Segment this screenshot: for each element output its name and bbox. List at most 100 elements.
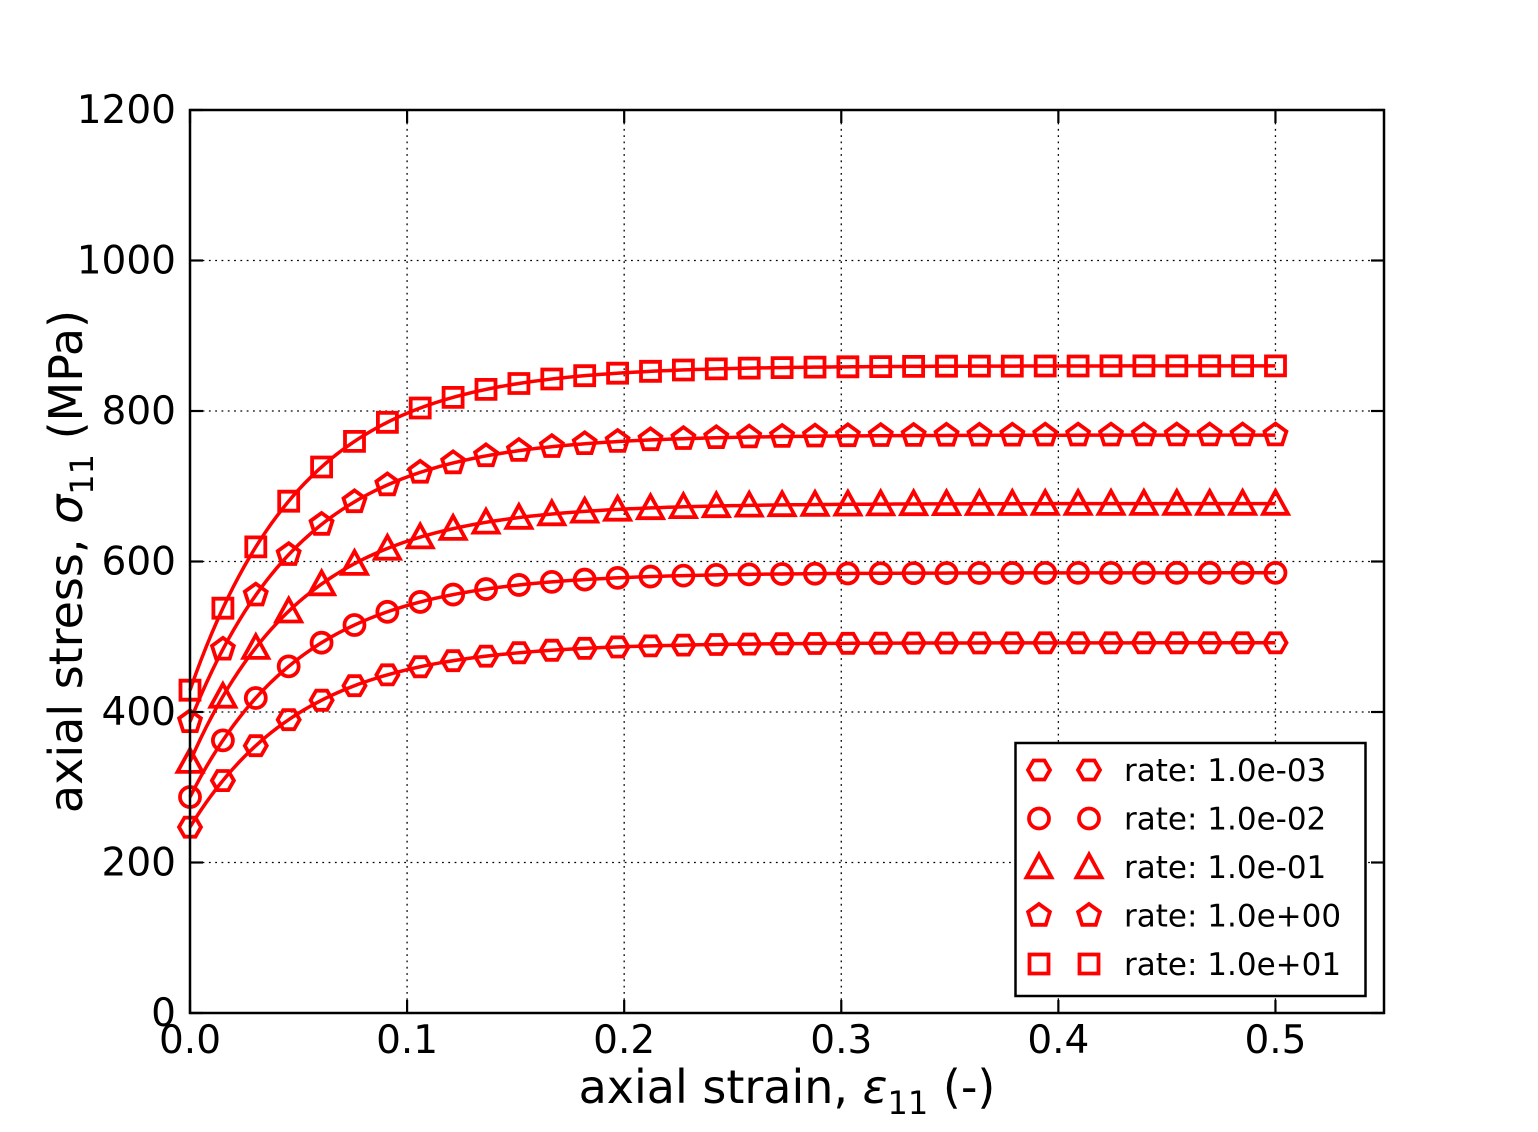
x-tick-label: 0.4 bbox=[1027, 1018, 1089, 1063]
circle-marker bbox=[803, 561, 827, 586]
hexagon-marker bbox=[439, 649, 467, 673]
triangle-up-marker bbox=[930, 487, 963, 516]
triangle-up-marker bbox=[437, 512, 469, 541]
circle-marker bbox=[572, 567, 597, 592]
series-triangle-up bbox=[174, 487, 1292, 774]
series-line bbox=[188, 364, 1276, 691]
hexagon-marker bbox=[966, 631, 993, 655]
hexagon-marker bbox=[1262, 631, 1289, 655]
square-marker bbox=[803, 355, 827, 379]
y-tick-label: 1000 bbox=[77, 239, 176, 284]
circle-marker bbox=[441, 582, 466, 607]
axis-ticks bbox=[188, 108, 1384, 1015]
triangle-up-marker bbox=[601, 492, 634, 522]
triangle-up-marker bbox=[305, 567, 338, 597]
square-marker bbox=[869, 355, 893, 379]
series-pentagon bbox=[176, 421, 1289, 733]
triangle-up-marker bbox=[1193, 487, 1226, 516]
triangle-up-marker bbox=[799, 488, 831, 517]
pentagon-marker bbox=[275, 540, 302, 566]
square-marker bbox=[1198, 354, 1222, 378]
square-marker bbox=[507, 372, 531, 395]
y-tick-label: 200 bbox=[102, 841, 176, 886]
hexagon-marker bbox=[209, 769, 237, 792]
hexagon-marker bbox=[374, 663, 401, 687]
y-axis-label: axial stress, σ11 (MPa) bbox=[39, 310, 101, 813]
hexagon-marker bbox=[1097, 631, 1125, 655]
legend-entry: rate: 1.0e-02 bbox=[1027, 802, 1326, 838]
square-marker bbox=[1264, 354, 1287, 378]
triangle-up-marker bbox=[1062, 487, 1094, 516]
triangle-up-marker bbox=[1161, 487, 1193, 516]
pentagon-marker bbox=[1064, 421, 1092, 447]
circle-marker bbox=[210, 728, 235, 753]
series-square bbox=[178, 354, 1287, 702]
square-marker bbox=[1077, 952, 1101, 976]
series-curves bbox=[174, 354, 1292, 839]
circle-marker bbox=[638, 564, 663, 589]
square-marker bbox=[1231, 354, 1254, 378]
square-marker bbox=[1099, 354, 1123, 378]
circle-marker bbox=[1164, 560, 1189, 585]
hexagon-marker bbox=[341, 674, 368, 698]
pentagon-marker bbox=[472, 442, 500, 468]
pentagon-marker bbox=[670, 424, 697, 450]
hexagon-marker bbox=[1032, 631, 1059, 655]
circle-marker bbox=[309, 630, 334, 655]
hexagon-marker bbox=[867, 631, 894, 655]
circle-marker bbox=[1099, 560, 1123, 585]
triangle-up-marker bbox=[1073, 850, 1105, 880]
hexagon-marker bbox=[768, 632, 796, 656]
pentagon-marker bbox=[1196, 421, 1223, 447]
pentagon-marker bbox=[867, 421, 894, 447]
pentagon-marker bbox=[374, 471, 401, 497]
square-marker bbox=[639, 359, 662, 383]
circle-marker bbox=[408, 590, 433, 614]
square-marker bbox=[1066, 354, 1090, 378]
pentagon-marker bbox=[439, 449, 467, 475]
legend-entry: rate: 1.0e+01 bbox=[1027, 947, 1341, 983]
legend-label: rate: 1.0e+01 bbox=[1124, 947, 1341, 983]
pentagon-marker bbox=[604, 427, 631, 453]
hexagon-marker bbox=[736, 632, 763, 656]
pentagon-marker bbox=[242, 581, 269, 607]
hexagon-marker bbox=[933, 631, 960, 655]
hexagon-marker bbox=[538, 638, 565, 662]
y-tick-label: 0 bbox=[151, 991, 176, 1036]
square-marker bbox=[836, 355, 860, 379]
hexagon-marker bbox=[1130, 631, 1158, 655]
hexagon-marker bbox=[900, 631, 927, 655]
pentagon-marker bbox=[801, 422, 829, 448]
square-marker bbox=[343, 429, 366, 453]
square-marker bbox=[211, 596, 235, 620]
square-marker bbox=[244, 535, 268, 559]
pentagon-marker bbox=[637, 426, 664, 452]
hexagon-marker bbox=[1196, 631, 1223, 655]
circle-marker bbox=[901, 561, 926, 586]
square-marker bbox=[573, 364, 597, 388]
pentagon-marker bbox=[571, 429, 598, 456]
pentagon-marker bbox=[999, 421, 1026, 447]
pentagon-marker bbox=[834, 422, 862, 448]
square-marker bbox=[1000, 354, 1024, 378]
triangle-up-marker bbox=[371, 532, 404, 561]
square-marker bbox=[902, 354, 925, 378]
circle-marker bbox=[1077, 806, 1101, 831]
circle-marker bbox=[835, 561, 860, 586]
circle-marker bbox=[934, 561, 959, 585]
series-circle bbox=[178, 560, 1288, 809]
pentagon-marker bbox=[538, 432, 566, 458]
circle-marker bbox=[704, 563, 729, 587]
triangle-up-marker bbox=[536, 497, 568, 527]
hexagon-marker bbox=[999, 631, 1026, 655]
square-marker bbox=[770, 356, 794, 380]
triangle-up-marker bbox=[1259, 487, 1292, 516]
square-marker bbox=[441, 385, 465, 409]
triangle-up-marker bbox=[700, 489, 733, 519]
hexagon-marker bbox=[801, 632, 829, 655]
circle-marker bbox=[737, 562, 762, 587]
square-marker bbox=[968, 354, 991, 378]
hexagon-marker bbox=[670, 633, 697, 657]
